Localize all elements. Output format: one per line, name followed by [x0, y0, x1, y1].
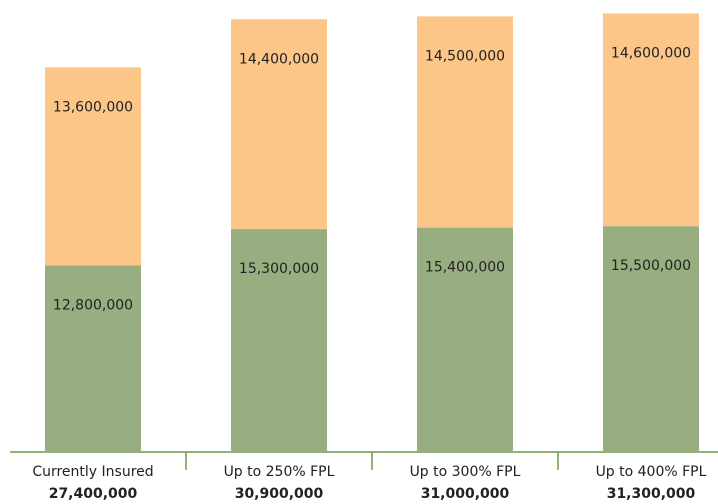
bar-segment [603, 13, 699, 227]
bar-segment [45, 67, 141, 266]
x-tick-label: Up to 300% FPL [410, 464, 521, 480]
bar-segment [231, 19, 327, 230]
value-label: 14,500,000 [425, 48, 505, 64]
x-tick-label: Up to 400% FPL [596, 464, 707, 480]
value-label: 14,600,000 [611, 45, 691, 61]
total-label: 31,000,000 [421, 486, 510, 502]
x-tick-label: Currently Insured [32, 464, 153, 480]
bar-segment [231, 229, 327, 452]
total-label: 31,300,000 [607, 486, 696, 502]
value-label: 15,300,000 [239, 261, 319, 277]
bar-segment [45, 265, 141, 452]
total-label: 27,400,000 [49, 486, 138, 502]
value-label: 15,500,000 [611, 258, 691, 274]
bar-segment [603, 226, 699, 452]
value-label: 14,400,000 [239, 51, 319, 67]
total-label: 30,900,000 [235, 486, 324, 502]
value-label: 13,600,000 [53, 99, 133, 115]
value-label: 12,800,000 [53, 298, 133, 314]
bar-segment [417, 16, 513, 228]
value-label: 15,400,000 [425, 260, 505, 276]
x-tick-label: Up to 250% FPL [224, 464, 335, 480]
bar-segment [417, 227, 513, 452]
